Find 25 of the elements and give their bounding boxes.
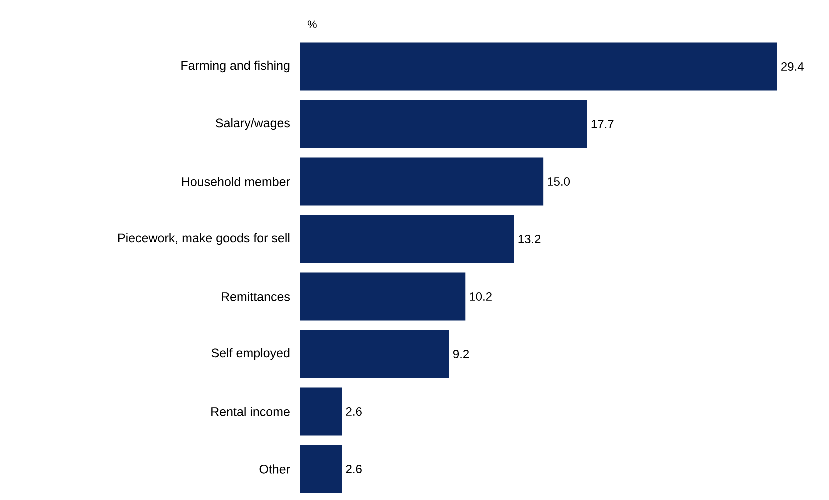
bar	[300, 445, 342, 494]
y-tick-label: Rental income	[212, 407, 290, 416]
bar	[300, 215, 514, 264]
bar	[300, 388, 342, 436]
data-label: 10.2	[470, 292, 492, 301]
bar	[300, 42, 778, 91]
y-tick-label: Farming and fishing	[182, 60, 290, 73]
y-tick-label: Other	[260, 464, 290, 474]
x-axis-title: %	[308, 20, 317, 28]
data-label: 2.6	[346, 464, 362, 474]
y-tick-label: Household member	[182, 177, 290, 186]
bar	[300, 330, 450, 378]
data-label: 9.2	[453, 350, 470, 358]
data-label: 2.6	[346, 408, 362, 416]
data-label: 29.4	[782, 62, 804, 71]
bar	[300, 272, 466, 321]
y-tick-label: Piecework, make goods for sell	[118, 233, 290, 246]
data-label: 15.0	[548, 178, 570, 186]
y-tick-label: Remittances	[222, 292, 290, 302]
bar	[300, 100, 588, 148]
data-label: 13.2	[518, 235, 541, 244]
y-tick-label: Salary/wages	[216, 118, 290, 130]
y-tick-label: Self employed	[212, 348, 290, 360]
bar	[300, 158, 544, 206]
data-label: 17.7	[592, 120, 614, 128]
